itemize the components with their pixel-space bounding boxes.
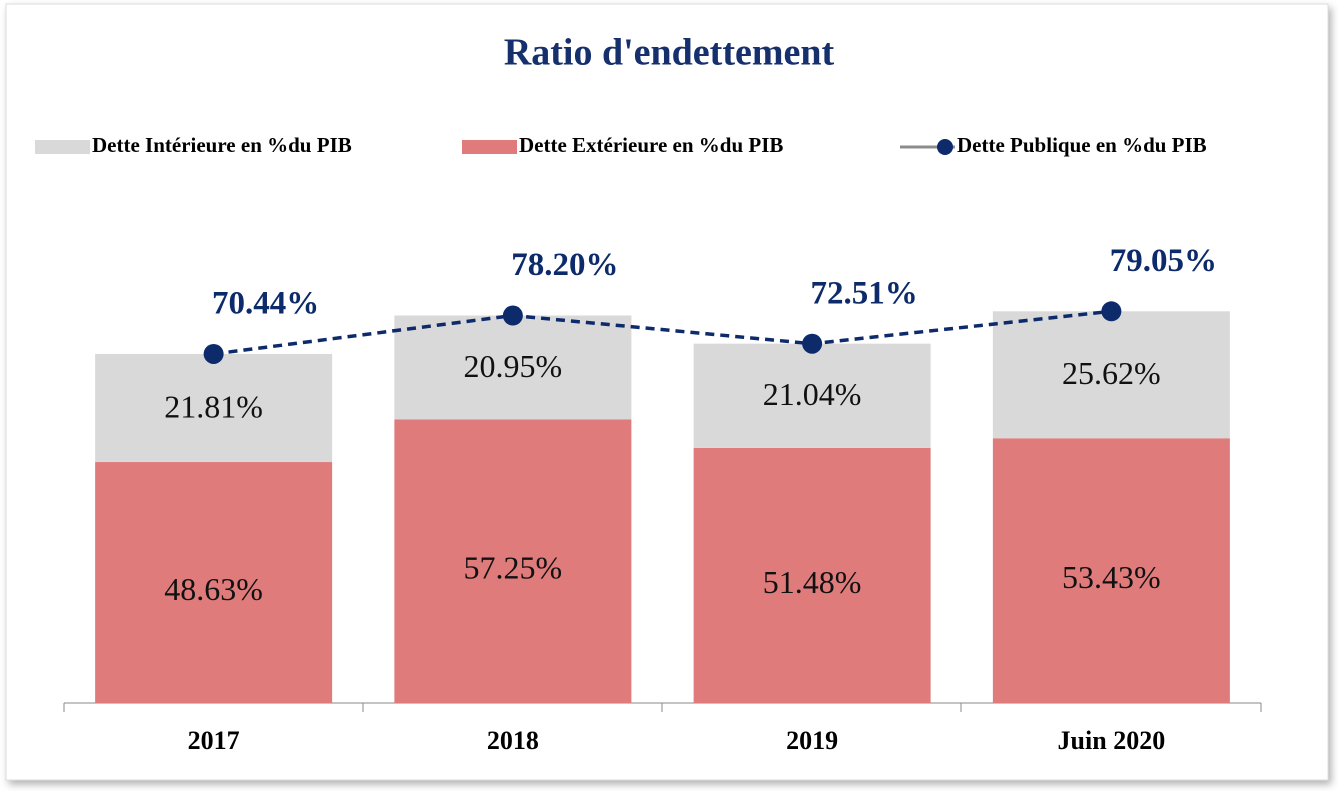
data-label: 20.95% — [464, 348, 563, 384]
legend-label: Dette Publique en %du PIB — [957, 133, 1207, 157]
x-tick-label: 2019 — [786, 726, 838, 755]
chart-title: Ratio d'endettement — [504, 32, 835, 74]
data-label: 21.81% — [164, 388, 263, 424]
data-label: 57.25% — [464, 550, 563, 586]
bar — [693, 447, 931, 703]
legend-label: Dette Intérieure en %du PIB — [92, 133, 352, 157]
line-marker — [203, 343, 224, 364]
bar — [394, 419, 632, 703]
bar — [394, 315, 632, 420]
data-label: 25.62% — [1062, 355, 1161, 391]
bar — [992, 438, 1230, 703]
data-label: 79.05% — [1110, 243, 1217, 279]
line-marker — [502, 305, 523, 326]
data-label: 53.43% — [1062, 559, 1161, 595]
legend-label: Dette Extérieure en %du PIB — [519, 133, 783, 157]
legend-swatch — [35, 140, 90, 154]
x-tick-label: 2018 — [487, 726, 539, 755]
x-tick-label: 2017 — [188, 726, 240, 755]
line-marker — [802, 333, 823, 354]
bar — [95, 462, 333, 703]
bar — [95, 353, 333, 463]
x-tick-label: Juin 2020 — [1058, 726, 1166, 755]
data-label: 21.04% — [763, 376, 862, 412]
legend-swatch — [462, 140, 517, 154]
bar — [693, 343, 931, 448]
data-label: 78.20% — [511, 247, 618, 283]
data-label: 70.44% — [212, 286, 319, 322]
line-marker — [1101, 301, 1122, 322]
data-label: 72.51% — [811, 275, 918, 311]
data-label: 51.48% — [763, 564, 862, 600]
line — [213, 309, 1112, 356]
legend-marker — [937, 139, 953, 155]
data-label: 48.63% — [164, 571, 263, 607]
bar — [992, 311, 1230, 439]
category-separators — [63, 703, 1262, 712]
